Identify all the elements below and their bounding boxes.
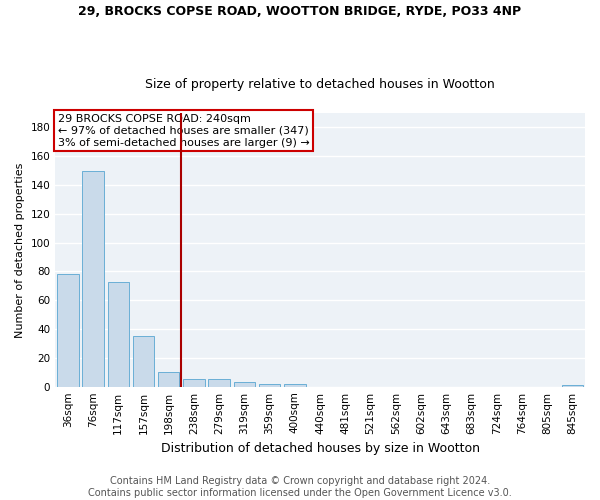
- X-axis label: Distribution of detached houses by size in Wootton: Distribution of detached houses by size …: [161, 442, 479, 455]
- Text: Contains HM Land Registry data © Crown copyright and database right 2024.
Contai: Contains HM Land Registry data © Crown c…: [88, 476, 512, 498]
- Bar: [158, 372, 179, 386]
- Bar: [133, 336, 154, 386]
- Bar: [562, 385, 583, 386]
- Bar: [107, 282, 129, 387]
- Bar: [259, 384, 280, 386]
- Y-axis label: Number of detached properties: Number of detached properties: [15, 162, 25, 338]
- Bar: [57, 274, 79, 386]
- Text: 29 BROCKS COPSE ROAD: 240sqm
← 97% of detached houses are smaller (347)
3% of se: 29 BROCKS COPSE ROAD: 240sqm ← 97% of de…: [58, 114, 310, 148]
- Bar: [183, 380, 205, 386]
- Bar: [208, 380, 230, 386]
- Bar: [82, 170, 104, 386]
- Text: 29, BROCKS COPSE ROAD, WOOTTON BRIDGE, RYDE, PO33 4NP: 29, BROCKS COPSE ROAD, WOOTTON BRIDGE, R…: [79, 5, 521, 18]
- Title: Size of property relative to detached houses in Wootton: Size of property relative to detached ho…: [145, 78, 495, 91]
- Bar: [233, 382, 255, 386]
- Bar: [284, 384, 305, 386]
